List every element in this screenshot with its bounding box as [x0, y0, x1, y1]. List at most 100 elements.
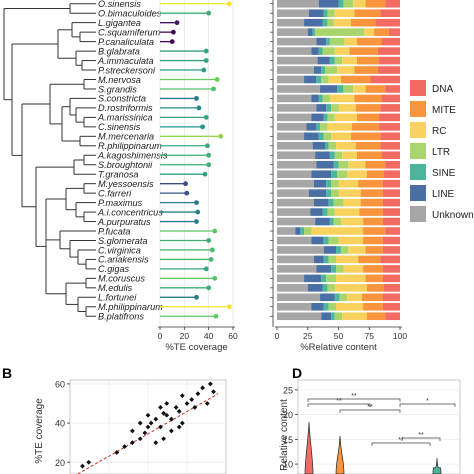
bar-segment: [356, 113, 380, 122]
scatter-point: [114, 450, 120, 455]
lollipop-point: [195, 209, 201, 215]
bar-segment: [336, 265, 344, 273]
bar-segment: [323, 9, 328, 18]
tick-label: 40: [55, 419, 65, 429]
lollipop-point: [201, 67, 207, 73]
bar-segment: [388, 28, 400, 36]
scatter-point: [86, 459, 92, 465]
bar-segment: [361, 293, 383, 302]
bar-segment: [344, 37, 357, 46]
bar-segment: [339, 293, 348, 302]
bar-segment: [328, 75, 341, 84]
significance-label: *: [426, 398, 429, 405]
bar-segment: [311, 94, 319, 103]
scatter-point: [176, 424, 182, 430]
bar-segment: [315, 28, 365, 36]
bar-segment: [337, 170, 348, 178]
lollipop-point: [212, 275, 218, 281]
te-class-legend: DNA MITE RC LTR SINE LINE Unknown: [410, 80, 474, 222]
scatter-point: [204, 401, 210, 406]
bar-segment: [313, 179, 327, 188]
species-label: M.philippinarum: [98, 302, 163, 312]
bar-segment: [334, 113, 357, 122]
bar-segment: [348, 160, 366, 169]
bar-segment: [382, 217, 400, 226]
violin-shape: [335, 435, 345, 474]
lollipop-point: [194, 294, 199, 300]
bar-segment: [323, 255, 329, 264]
bar-segment: [307, 28, 313, 36]
bar-segment: [326, 189, 332, 197]
bar-segment: [365, 274, 383, 283]
scatter-point: [192, 405, 198, 410]
significance-label: **: [351, 393, 357, 400]
bar-segment: [277, 94, 312, 103]
tick-label: 40: [204, 331, 214, 341]
relative-content-stacked-bar-chart: 0 25 50 75 100 %Relative content: [270, 0, 407, 353]
bar-segment: [366, 170, 385, 178]
bar-segment: [277, 0, 319, 8]
scatter-point: [137, 420, 143, 426]
species-label: S.constricta: [98, 94, 146, 104]
bar-segment: [329, 37, 345, 46]
bar-segment: [334, 284, 367, 292]
scatter-point: [158, 405, 163, 410]
bar-segment: [322, 208, 328, 216]
scatter-point: [195, 391, 201, 397]
bar-segment: [336, 302, 364, 311]
bar-segment: [355, 104, 381, 112]
bar-segment: [313, 66, 322, 74]
bar-segment: [304, 75, 317, 84]
bar-segment: [331, 170, 338, 178]
bar-segment: [377, 66, 400, 74]
bar-segment: [277, 284, 308, 292]
species-label: A.i.concentricus: [97, 207, 163, 217]
bar-segment: [338, 189, 361, 197]
bar-segment: [382, 293, 400, 302]
bar-segment: [352, 123, 380, 131]
scatter-point: [130, 440, 135, 446]
bar-segment: [324, 66, 338, 74]
bar-segment: [366, 312, 386, 321]
significance-bracket: [371, 442, 431, 446]
bar-segment: [334, 151, 343, 160]
species-label: C.squamiferum: [98, 27, 161, 37]
bar-segment: [326, 179, 332, 188]
bar-segment: [329, 151, 335, 160]
bar-segment: [363, 265, 383, 273]
bar-segment: [316, 123, 321, 131]
lollipop-point: [209, 247, 215, 253]
scatter-point: [200, 385, 205, 391]
tick-label: 100: [393, 331, 407, 341]
bar-segment: [363, 217, 383, 226]
species-label: M.coruscus: [98, 274, 145, 284]
violin-shape: [304, 421, 314, 474]
legend-swatch: [410, 164, 426, 180]
scatter-point: [161, 410, 166, 416]
bar-segment: [316, 160, 334, 169]
species-label: D.rostriformis: [98, 103, 153, 113]
bar-segment: [329, 94, 355, 103]
bar-segment: [326, 37, 330, 46]
bar-segment: [343, 265, 364, 273]
species-label: B.glabrata: [98, 46, 140, 56]
lollipop-point: [183, 181, 188, 187]
species-label: P.maximus: [98, 198, 143, 208]
scatter-point: [161, 436, 166, 442]
scatter-point: [137, 436, 143, 442]
bar-segment: [277, 255, 314, 264]
bar-segment: [381, 94, 400, 103]
bar-segment: [334, 293, 340, 302]
bar-segment: [338, 160, 349, 169]
bar-segment: [315, 217, 330, 226]
legend-label: MITE: [432, 105, 456, 116]
significance-label: **: [367, 404, 373, 411]
lollipop-point: [211, 86, 216, 92]
bar-segment: [379, 56, 400, 65]
significance-bracket: [339, 409, 401, 413]
bar-segment: [364, 28, 375, 36]
scatter-point: [122, 444, 127, 449]
bar-segment: [380, 9, 400, 18]
bar-segment: [315, 151, 330, 160]
